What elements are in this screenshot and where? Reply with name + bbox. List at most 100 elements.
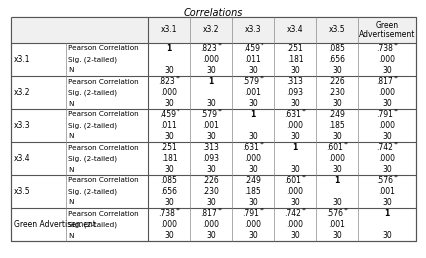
Text: .631: .631	[284, 110, 301, 119]
Text: 30: 30	[164, 99, 173, 108]
Text: .656: .656	[160, 187, 177, 196]
Text: N: N	[68, 166, 73, 173]
Text: **: **	[393, 43, 398, 48]
Text: .185: .185	[328, 121, 345, 130]
Text: .011: .011	[244, 55, 261, 64]
Text: .000: .000	[286, 187, 303, 196]
Text: Correlations: Correlations	[183, 8, 243, 18]
Text: x3.5: x3.5	[328, 26, 345, 35]
Text: **: **	[343, 142, 348, 147]
Text: **: **	[217, 208, 222, 213]
Text: x3.3: x3.3	[14, 121, 31, 130]
Text: x3.3: x3.3	[244, 26, 261, 35]
Text: 30: 30	[289, 165, 299, 174]
Text: x3.1: x3.1	[14, 55, 30, 64]
Text: .001: .001	[202, 121, 219, 130]
Text: 30: 30	[248, 66, 257, 75]
Text: *: *	[260, 43, 263, 48]
Text: 30: 30	[248, 165, 257, 174]
Text: .093: .093	[202, 154, 219, 163]
Text: 30: 30	[381, 132, 391, 141]
Text: 30: 30	[248, 231, 257, 240]
Text: **: **	[217, 109, 222, 114]
Text: .656: .656	[328, 55, 345, 64]
Text: .251: .251	[286, 44, 302, 53]
Text: Sig. (2-tailed): Sig. (2-tailed)	[68, 122, 117, 129]
Text: 30: 30	[164, 231, 173, 240]
Text: N: N	[68, 68, 73, 74]
Text: x3.2: x3.2	[202, 26, 219, 35]
Text: 30: 30	[331, 99, 341, 108]
Text: .000: .000	[244, 154, 261, 163]
Text: .251: .251	[160, 143, 177, 152]
Text: **: **	[176, 208, 180, 213]
Text: x3.4: x3.4	[14, 154, 31, 163]
Bar	[11, 17, 415, 43]
Text: Sig. (2-tailed): Sig. (2-tailed)	[68, 221, 117, 228]
Text: 30: 30	[206, 132, 216, 141]
Text: 1: 1	[208, 77, 213, 86]
Text: .791: .791	[376, 110, 392, 119]
Text: x3.1: x3.1	[160, 26, 177, 35]
Text: .185: .185	[244, 187, 261, 196]
Text: Sig. (2-tailed): Sig. (2-tailed)	[68, 56, 117, 63]
Text: 30: 30	[206, 231, 216, 240]
Text: x3.5: x3.5	[14, 187, 31, 196]
Text: 30: 30	[331, 66, 341, 75]
Text: .226: .226	[202, 176, 219, 185]
Text: .738: .738	[376, 44, 392, 53]
Text: .000: .000	[328, 154, 345, 163]
Text: 30: 30	[164, 132, 173, 141]
Text: .000: .000	[377, 121, 394, 130]
Text: 30: 30	[381, 198, 391, 207]
Text: .823: .823	[200, 44, 217, 53]
Text: x3.2: x3.2	[14, 88, 30, 97]
Text: .000: .000	[202, 55, 219, 64]
Text: 30: 30	[248, 198, 257, 207]
Text: 30: 30	[164, 165, 173, 174]
Text: 30: 30	[331, 198, 341, 207]
Text: .000: .000	[377, 154, 394, 163]
Text: 30: 30	[248, 132, 257, 141]
Text: 30: 30	[289, 231, 299, 240]
Text: .576: .576	[376, 176, 393, 185]
Text: .001: .001	[378, 187, 394, 196]
Text: Pearson Correlation: Pearson Correlation	[68, 45, 138, 52]
Text: 30: 30	[381, 165, 391, 174]
Text: .085: .085	[160, 176, 177, 185]
Text: 30: 30	[381, 231, 391, 240]
Text: 1: 1	[292, 143, 297, 152]
Text: .313: .313	[286, 77, 303, 86]
Text: 1: 1	[250, 110, 255, 119]
Text: **: **	[393, 76, 398, 81]
Text: .000: .000	[286, 121, 303, 130]
Text: .011: .011	[160, 121, 177, 130]
Text: .579: .579	[200, 110, 217, 119]
Text: Pearson Correlation: Pearson Correlation	[68, 111, 138, 117]
Text: Sig. (2-tailed): Sig. (2-tailed)	[68, 89, 117, 96]
Text: .000: .000	[377, 55, 394, 64]
Text: **: **	[393, 109, 398, 114]
Text: **: **	[259, 208, 264, 213]
Text: **: **	[393, 175, 398, 180]
Text: 30: 30	[381, 66, 391, 75]
Text: 30: 30	[289, 66, 299, 75]
Text: .742: .742	[376, 143, 392, 152]
Text: **: **	[301, 175, 306, 180]
Text: 30: 30	[164, 66, 173, 75]
Text: **: **	[176, 76, 180, 81]
Text: **: **	[343, 208, 348, 213]
Text: 30: 30	[164, 198, 173, 207]
Text: .249: .249	[328, 110, 345, 119]
Text: N: N	[68, 199, 73, 206]
Text: .000: .000	[244, 220, 261, 229]
Text: Green Advertisement: Green Advertisement	[14, 220, 96, 229]
Text: .742: .742	[284, 209, 301, 218]
Text: N: N	[68, 232, 73, 238]
Bar	[11, 17, 415, 241]
Text: Pearson Correlation: Pearson Correlation	[68, 178, 138, 183]
Text: Green
Advertisement: Green Advertisement	[358, 21, 414, 39]
Text: .000: .000	[202, 220, 219, 229]
Text: 1: 1	[166, 44, 171, 53]
Text: .230: .230	[202, 187, 219, 196]
